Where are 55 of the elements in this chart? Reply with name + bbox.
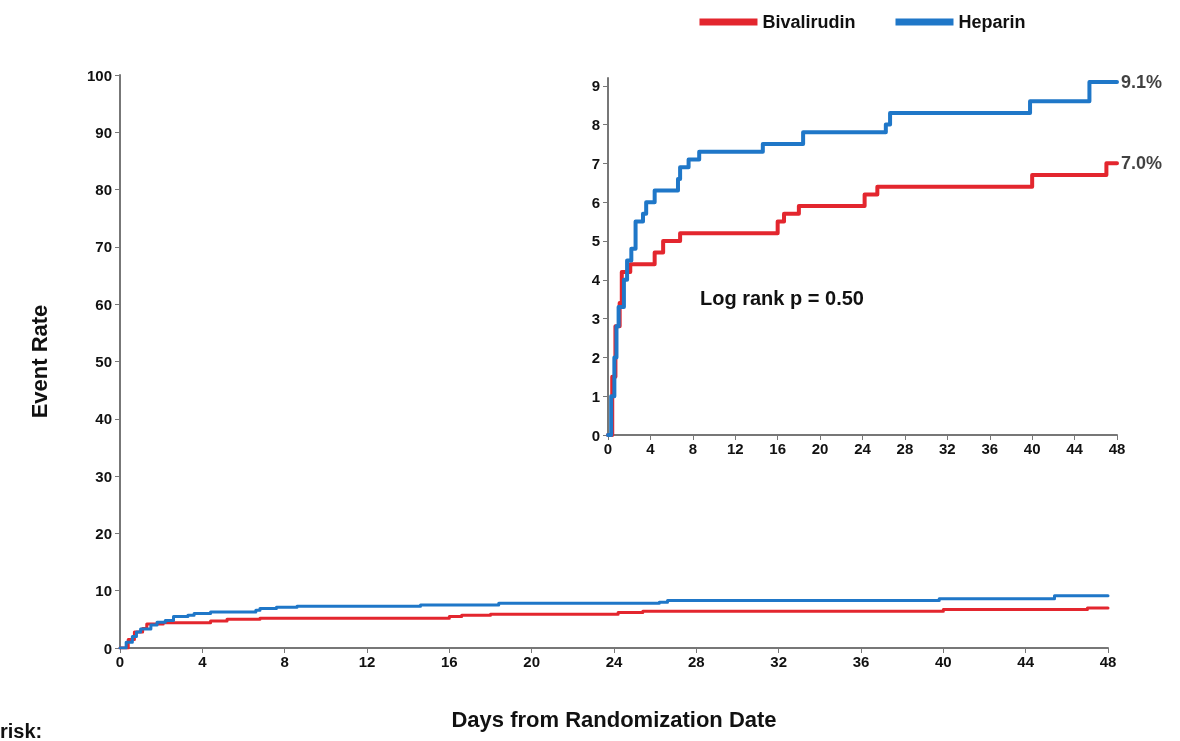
x-tick-label: 24 <box>854 440 872 457</box>
x-tick-label: 36 <box>981 440 999 457</box>
annotation: Log rank p = 0.50 <box>700 287 864 309</box>
y-tick-label: 20 <box>95 524 112 542</box>
y-tick-label: 70 <box>95 238 112 256</box>
y-tick-label: 1 <box>591 387 600 405</box>
y-tick-label: 7 <box>591 154 600 172</box>
x-tick-label: 40 <box>1023 440 1041 457</box>
x-tick-label: 32 <box>938 440 956 457</box>
legend-label: Bivalirudin <box>762 12 856 32</box>
x-tick-label: 20 <box>811 440 829 457</box>
x-tick-label: 16 <box>440 653 458 670</box>
text: risk: <box>0 720 43 741</box>
x-tick-label: 28 <box>896 440 914 457</box>
y-tick-label: 9 <box>591 77 600 95</box>
y-tick-label: 50 <box>95 353 112 370</box>
annotation: 9.1% <box>1121 71 1163 92</box>
y-tick-label: 8 <box>591 116 600 134</box>
x-tick-label: 48 <box>1099 653 1117 670</box>
y-tick-label: 6 <box>591 193 600 211</box>
legend-label: Heparin <box>958 12 1026 32</box>
x-tick-label: 16 <box>769 440 787 457</box>
x-tick-label: 48 <box>1108 440 1126 457</box>
y-tick-label: 80 <box>95 181 112 199</box>
x-tick-label: 44 <box>1017 653 1035 670</box>
x-tick-label: 32 <box>770 653 788 670</box>
y-tick-label: 2 <box>591 348 600 366</box>
x-tick-label: 28 <box>687 653 705 670</box>
y-tick-label: 4 <box>591 271 601 289</box>
annotation: 7.0% <box>1121 153 1163 174</box>
x-tick-label: 40 <box>934 653 952 670</box>
x-tick-label: 0 <box>603 440 613 457</box>
x-tick-label: 12 <box>726 440 744 457</box>
y-tick-label: 90 <box>95 123 112 141</box>
x-tick-label: 0 <box>115 653 125 670</box>
y-tick-label: 0 <box>103 639 112 657</box>
x-tick-label: 8 <box>280 653 289 670</box>
x-tick-label: 36 <box>852 653 870 670</box>
y-tick-label: 100 <box>86 66 112 84</box>
y-tick-label: 10 <box>95 582 112 600</box>
y-tick-label: 30 <box>95 467 112 485</box>
x-tick-label: 8 <box>688 440 698 457</box>
x-tick-label: 12 <box>358 653 376 670</box>
y-tick-label: 5 <box>591 232 600 250</box>
y-tick-label: 0 <box>591 426 600 444</box>
y-tick-label: 3 <box>591 310 600 328</box>
x-tick-label: 20 <box>523 653 541 670</box>
x-axis-title: Days from Randomization Date <box>451 706 777 732</box>
y-tick-label: 40 <box>95 410 112 428</box>
x-tick-label: 44 <box>1066 440 1084 457</box>
x-tick-label: 24 <box>605 653 623 670</box>
x-tick-label: 4 <box>646 440 656 457</box>
x-tick-label: 4 <box>198 653 208 670</box>
y-axis-title: Event Rate <box>26 304 52 419</box>
y-tick-label: 60 <box>95 295 112 313</box>
